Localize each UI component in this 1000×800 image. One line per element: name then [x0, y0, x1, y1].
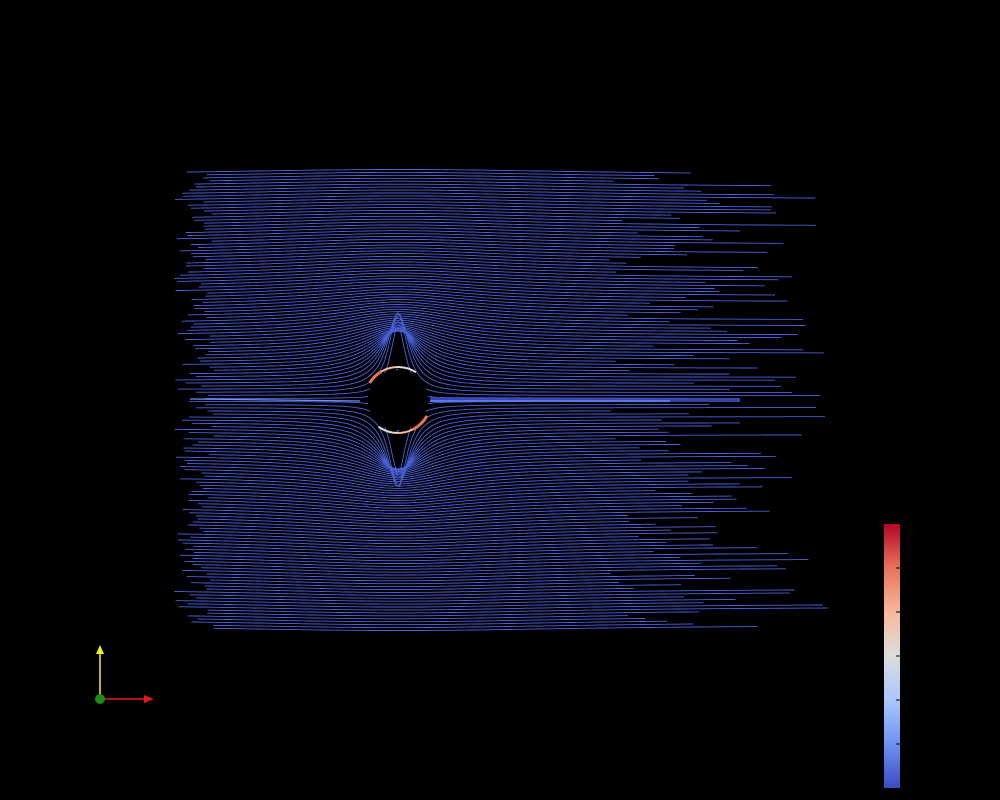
streamline	[202, 472, 702, 489]
streamline	[206, 588, 634, 592]
streamline	[191, 583, 619, 587]
streamline	[205, 287, 685, 298]
wake-region	[190, 399, 740, 401]
streamline	[193, 563, 701, 569]
streamline	[194, 216, 622, 220]
streamline	[189, 511, 769, 521]
streamline	[207, 574, 611, 578]
streamline	[202, 506, 682, 516]
wake-streamline	[430, 399, 740, 400]
streamline	[187, 314, 727, 331]
streamline	[196, 408, 816, 486]
x-axis-arrow-head	[144, 695, 154, 703]
streamline	[177, 273, 705, 282]
y-axis-arrow-head	[96, 645, 104, 654]
streamline	[210, 178, 614, 181]
z-axis-dot	[95, 694, 105, 704]
streamline	[191, 312, 711, 329]
streamline	[174, 270, 778, 280]
scalar-colorbar[interactable]	[878, 520, 918, 800]
streamline	[201, 317, 781, 386]
orientation-axes[interactable]	[80, 640, 170, 720]
streamline	[187, 576, 695, 581]
streamline	[187, 231, 703, 237]
streamline	[185, 469, 765, 487]
streamline	[204, 222, 700, 228]
streamline	[188, 265, 616, 273]
wake-streamline	[190, 399, 360, 401]
cylinder-obstacle	[368, 370, 428, 430]
